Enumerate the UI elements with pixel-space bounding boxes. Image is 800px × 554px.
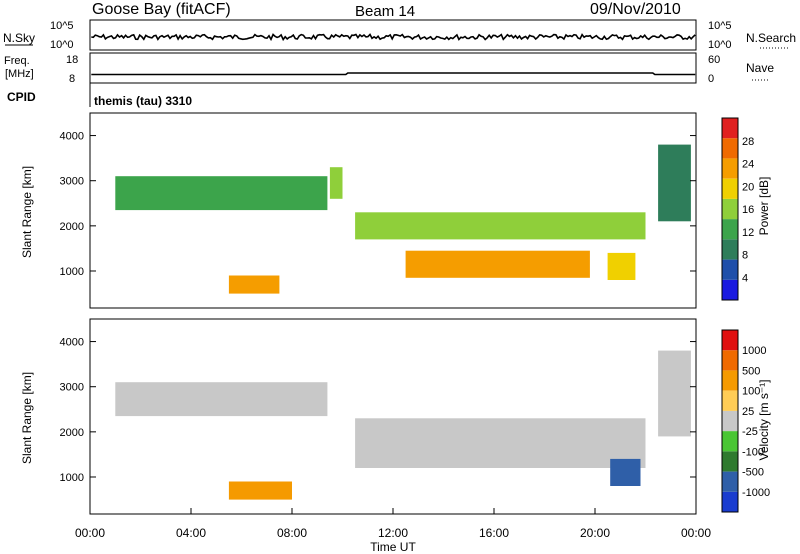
freq-right-tick-top: 60 — [708, 54, 720, 66]
noise-right-tick-top: 10^5 — [708, 20, 732, 32]
y-tick-label-2: 3000 — [60, 382, 84, 394]
x-tick-label-6: 00:00 — [681, 526, 711, 540]
power-colorbar: 4 8 12 16 20 24 28 — [721, 117, 754, 301]
colorbar-tick-4: 20 — [742, 181, 754, 193]
colorbar-tick-3: 16 — [742, 204, 754, 216]
colorbar-frame — [721, 329, 739, 513]
x-tick-label-5: 20:00 — [580, 526, 610, 540]
station-title: Goose Bay (fitACF) — [92, 1, 231, 18]
y-tick-label-0: 1000 — [60, 266, 84, 278]
colorbar-swatch-4 — [722, 410, 738, 432]
colorbar-swatch-8 — [722, 330, 738, 351]
power-y-axis-label: Slant Range [km] — [20, 166, 34, 258]
y-tick-label-1: 2000 — [60, 427, 84, 439]
colorbar-swatch-2 — [722, 451, 738, 472]
noise-panel-frame — [89, 19, 697, 51]
power-y-ticks: 1000 2000 3000 4000 — [60, 131, 696, 278]
heatmap-region-1 — [329, 167, 343, 199]
colorbar-swatch-4 — [722, 198, 738, 220]
colorbar-swatch-0 — [722, 279, 738, 300]
y-tick-label-0: 1000 — [60, 472, 84, 484]
velocity-colorbar-label: Velocity [m s⁻¹] — [757, 379, 771, 460]
heatmap-region-2 — [228, 275, 280, 294]
colorbar-tick-4: -25 — [742, 426, 758, 438]
colorbar-tick-0: 4 — [742, 272, 748, 284]
heatmap-region-6 — [658, 144, 691, 222]
colorbar-tick-5: 24 — [742, 159, 754, 171]
freq-label-line2: [MHz] — [5, 68, 34, 80]
x-tick-label-3: 12:00 — [378, 526, 408, 540]
y-tick-label-1: 2000 — [60, 221, 84, 233]
freq-panel-frame — [89, 52, 697, 84]
noise-trace — [91, 33, 696, 42]
y-tick-label-2: 3000 — [60, 176, 84, 188]
x-tick-label-4: 16:00 — [479, 526, 509, 540]
freq-left-tick-bottom: 8 — [69, 73, 75, 85]
beam-title: Beam 14 — [355, 3, 415, 20]
y-tick-label-3: 4000 — [60, 131, 84, 143]
colorbar-tick-2: 100 — [742, 386, 760, 398]
colorbar-tick-1: 8 — [742, 250, 748, 262]
noise-left-tick-bottom: 10^0 — [50, 39, 74, 51]
noise-search-label: N.Search — [746, 31, 796, 45]
colorbar-tick-1: 500 — [742, 365, 760, 377]
velocity-y-axis-label: Slant Range [km] — [20, 372, 34, 464]
colorbar-tick-3: 25 — [742, 406, 754, 418]
power-heatmap-cells — [115, 144, 691, 294]
heatmap-region-1 — [355, 418, 646, 468]
colorbar-swatch-1 — [722, 259, 738, 280]
colorbar-tick-0: 1000 — [742, 345, 766, 357]
heatmap-region-0 — [115, 176, 328, 211]
velocity-colorbar: 1000 500 100 25 -25 -100 -500 -1000 — [721, 329, 770, 513]
freq-trace — [91, 72, 696, 76]
colorbar-tick-6: 28 — [742, 136, 754, 148]
colorbar-tick-5: -100 — [742, 446, 764, 458]
heatmap-region-3 — [610, 458, 641, 486]
colorbar-tick-2: 12 — [742, 227, 754, 239]
heatmap-region-5 — [607, 252, 636, 280]
colorbar-swatch-3 — [722, 219, 738, 240]
freq-right-tick-bottom: 0 — [708, 73, 714, 85]
freq-left-tick-top: 18 — [66, 54, 78, 66]
colorbar-swatch-7 — [722, 138, 738, 159]
heatmap-region-2 — [228, 481, 292, 500]
velocity-y-ticks: 1000 2000 3000 4000 — [60, 337, 696, 484]
heatmap-region-0 — [115, 382, 328, 417]
nave-label: Nave — [746, 61, 774, 75]
colorbar-swatch-5 — [722, 178, 738, 199]
cpid-text: themis (tau) 3310 — [94, 94, 192, 108]
colorbar-swatch-1 — [722, 471, 738, 492]
heatmap-region-3 — [355, 212, 646, 240]
colorbar-swatch-8 — [722, 118, 738, 139]
colorbar-swatch-6 — [722, 370, 738, 391]
heatmap-region-4 — [658, 350, 691, 437]
noise-right-tick-bottom: 10^0 — [708, 39, 732, 51]
velocity-heatmap-cells — [115, 350, 691, 500]
cpid-label: CPID — [7, 90, 36, 104]
colorbar-swatch-0 — [722, 491, 738, 512]
x-tick-label-2: 08:00 — [277, 526, 307, 540]
freq-label-line1: Freq. — [4, 55, 30, 67]
x-tick-label-0: 00:00 — [75, 526, 105, 540]
colorbar-swatch-6 — [722, 158, 738, 179]
x-tick-label-1: 04:00 — [176, 526, 206, 540]
colorbar-swatch-3 — [722, 431, 738, 452]
colorbar-swatch-2 — [722, 239, 738, 260]
power-colorbar-label: Power [dB] — [757, 177, 771, 236]
colorbar-frame — [721, 117, 739, 301]
power-panel-frame — [89, 112, 697, 309]
colorbar-tick-6: -500 — [742, 467, 764, 479]
x-axis-ticks: 00:00 04:00 08:00 12:00 16:00 20:00 00:00 — [75, 508, 711, 540]
date-title: 09/Nov/2010 — [590, 1, 681, 18]
y-tick-label-3: 4000 — [60, 337, 84, 349]
velocity-panel-frame — [89, 318, 697, 515]
colorbar-tick-7: -1000 — [742, 487, 770, 499]
heatmap-region-4 — [405, 250, 590, 278]
x-axis-label: Time UT — [370, 540, 416, 554]
colorbar-swatch-5 — [722, 390, 738, 411]
colorbar-swatch-7 — [722, 350, 738, 371]
noise-left-tick-top: 10^5 — [50, 20, 74, 32]
noise-sky-label: N.Sky — [3, 31, 35, 45]
